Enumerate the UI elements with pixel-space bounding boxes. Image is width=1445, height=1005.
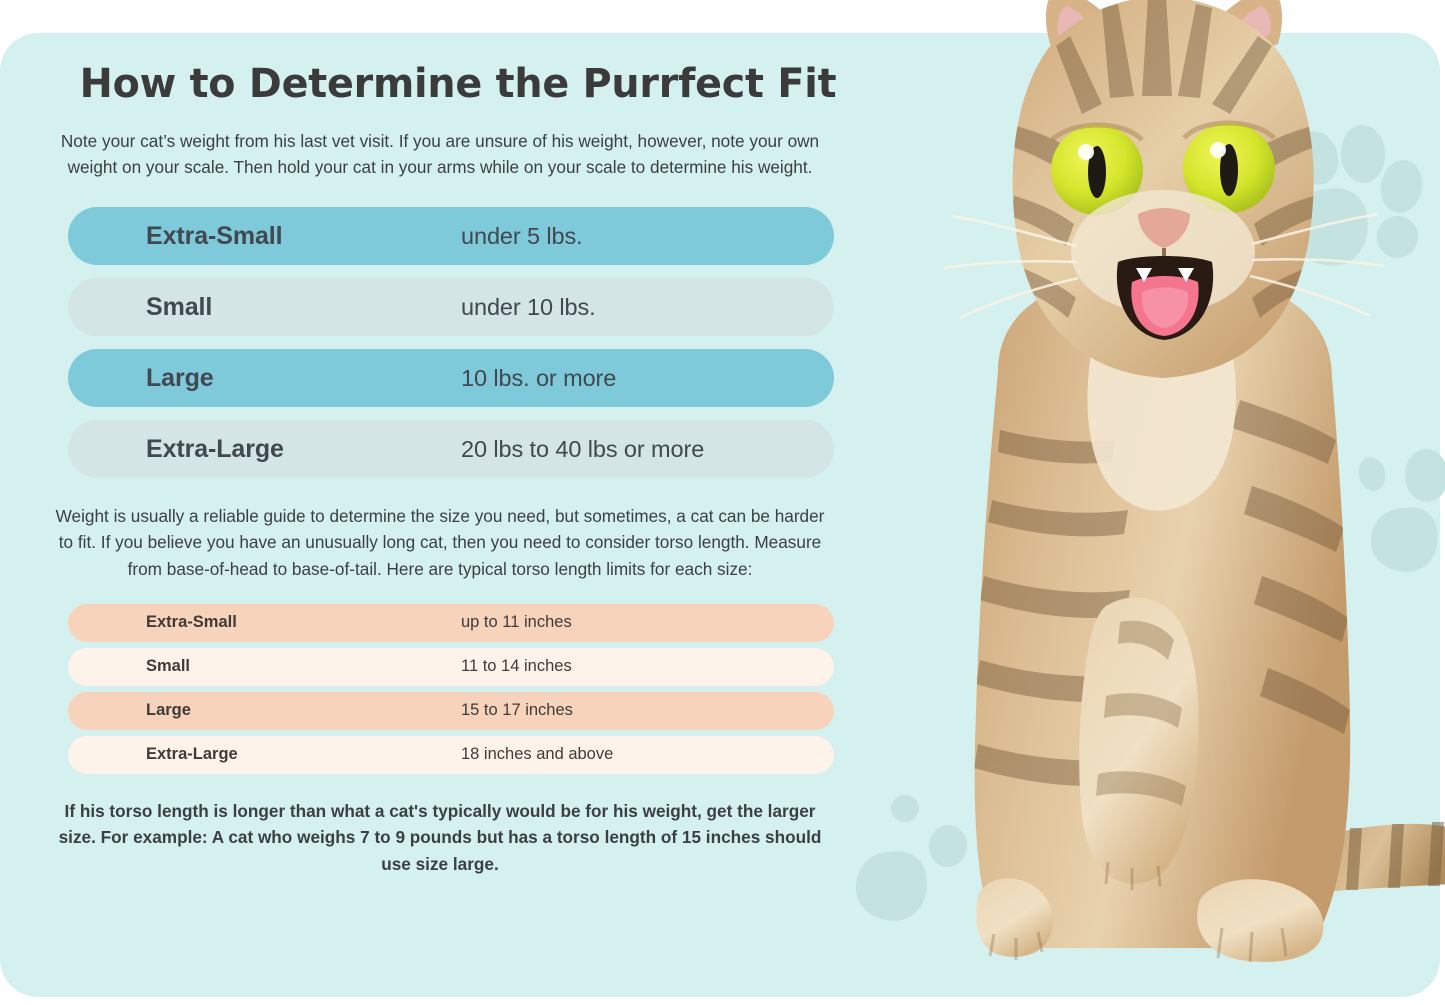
table-row: Extra-Large 18 inches and above: [68, 735, 834, 774]
size-value: up to 11 inches: [461, 613, 572, 632]
size-value: 18 inches and above: [461, 745, 614, 764]
size-value: 10 lbs. or more: [461, 364, 617, 391]
middle-paragraph: Weight is usually a reliable guide to de…: [55, 506, 825, 579]
size-label: Small: [146, 657, 191, 676]
size-label: Extra-Small: [146, 221, 283, 250]
intro-paragraph: Note your cat’s weight from his last vet…: [60, 131, 820, 178]
table-row: Extra-Small up to 11 inches: [68, 603, 834, 642]
paw-main-pad: [1368, 504, 1442, 576]
table-row: Small under 10 lbs.: [68, 278, 834, 337]
size-label: Extra-Small: [146, 613, 237, 632]
paw-toe: [1339, 123, 1388, 184]
paw-toe: [1287, 126, 1345, 191]
paw-main-pad: [1287, 185, 1372, 270]
paw-toe: [1376, 156, 1427, 217]
table-row: Extra-Small under 5 lbs.: [68, 207, 834, 266]
paw-toe: [925, 822, 970, 870]
paw-print-icon-2: [1352, 448, 1445, 589]
torso-length-table: Extra-Small up to 11 inches Small 11 to …: [68, 603, 834, 774]
table-row: Small 11 to 14 inches: [68, 647, 834, 686]
weight-size-table: Extra-Small under 5 lbs. Small under 10 …: [68, 207, 834, 479]
table-row: Extra-Large 20 lbs to 40 lbs or more: [68, 420, 834, 479]
size-label: Small: [146, 292, 213, 321]
size-value: 20 lbs to 40 lbs or more: [461, 435, 705, 462]
size-label: Extra-Large: [146, 745, 238, 764]
table-row: Large 15 to 17 inches: [68, 691, 834, 730]
size-label: Large: [146, 363, 214, 392]
size-value: under 5 lbs.: [461, 222, 583, 249]
size-label: Extra-Large: [146, 434, 284, 463]
size-label: Large: [146, 701, 191, 720]
size-value: 11 to 14 inches: [461, 657, 572, 676]
paw-toe: [1372, 211, 1423, 263]
paw-toe: [889, 793, 920, 824]
outro-paragraph: If his torso length is longer than what …: [58, 800, 822, 875]
table-row: Large 10 lbs. or more: [68, 349, 834, 408]
size-value: 15 to 17 inches: [461, 701, 573, 720]
paw-toe: [1403, 448, 1445, 503]
paw-print-icon-1: [1285, 123, 1433, 285]
size-value: under 10 lbs.: [461, 293, 596, 320]
content-column: How to Determine the Purrfect Fit Note y…: [0, 33, 880, 997]
infographic-card: How to Determine the Purrfect Fit Note y…: [0, 33, 1445, 997]
paw-toe: [1355, 455, 1389, 494]
page-title: How to Determine the Purrfect Fit: [79, 61, 837, 107]
